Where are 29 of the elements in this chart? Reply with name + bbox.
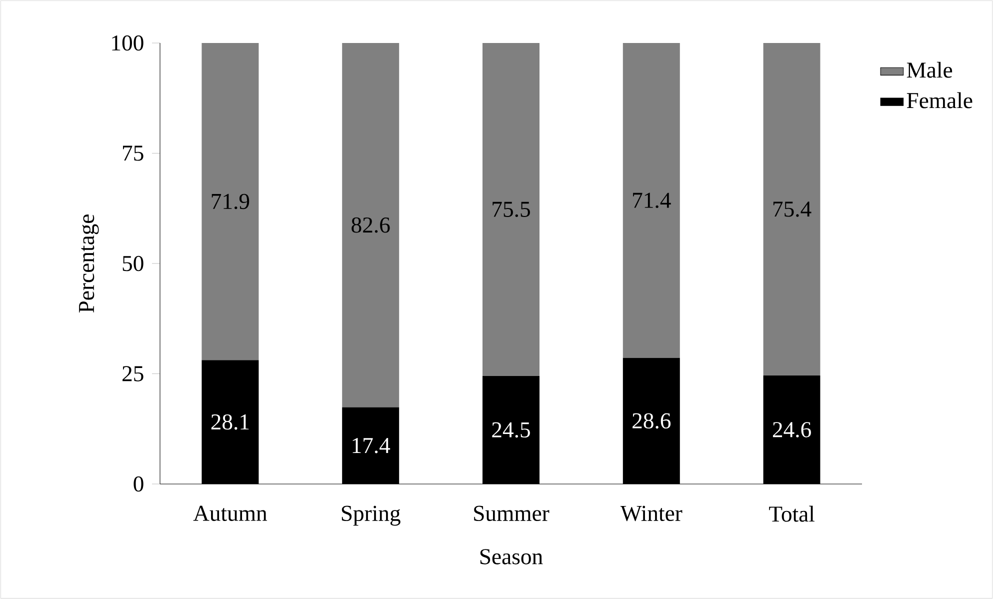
x-tick-label: Summer <box>474 506 550 522</box>
y-tick-label: 25 <box>122 366 144 382</box>
data-label: 28.6 <box>632 413 671 429</box>
bar <box>342 42 400 408</box>
x-tick-label: Spring <box>342 506 400 526</box>
data-label: 28.1 <box>211 414 249 430</box>
bar <box>202 42 259 360</box>
data-label: 24.6 <box>772 422 811 438</box>
y-tick-label: 50 <box>122 256 144 272</box>
legend-label: Female <box>906 92 972 108</box>
data-label: 71.9 <box>212 194 250 210</box>
x-tick-label: Total <box>769 506 814 522</box>
x-tick-label: Winter <box>620 506 682 522</box>
data-label: 24.5 <box>492 422 530 438</box>
x-axis-title: Season <box>480 549 543 564</box>
y-axis-title: Percentage <box>79 214 99 313</box>
x-tick-label: Autumn <box>193 506 268 521</box>
data-label: 71.4 <box>633 192 671 208</box>
bar <box>482 42 540 376</box>
data-label: 75.4 <box>773 202 812 217</box>
y-tick-label: 0 <box>134 476 144 492</box>
data-label: 17.4 <box>352 438 390 454</box>
bar <box>763 42 820 376</box>
data-label: 75.5 <box>492 202 530 218</box>
legend-label: Male <box>906 62 952 78</box>
y-tick-label: 75 <box>123 146 144 161</box>
bar <box>622 42 680 358</box>
data-label: 82.6 <box>352 217 390 233</box>
y-tick-label: 100 <box>112 35 144 51</box>
